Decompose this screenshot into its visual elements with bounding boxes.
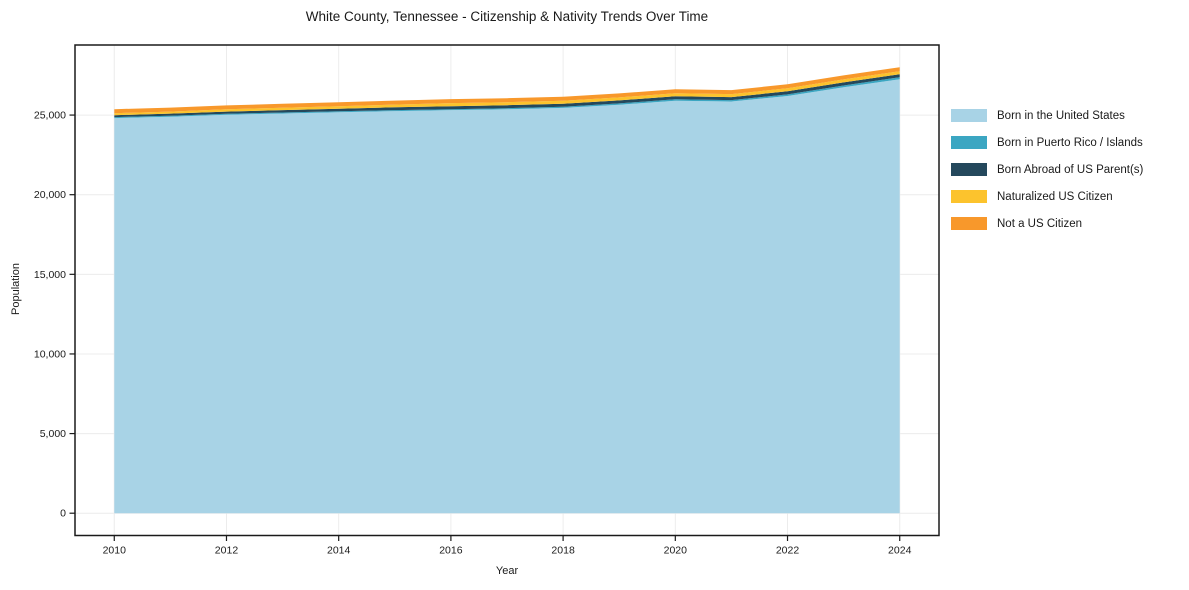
legend-label: Not a US Citizen [997, 217, 1083, 230]
area-series-2 [114, 74, 900, 118]
x-tick-label: 2020 [664, 545, 688, 557]
legend-swatch [951, 163, 987, 176]
y-tick-label: 0 [60, 508, 66, 520]
legend: Born in the United States Born in Puerto … [951, 102, 1143, 237]
legend-label: Born Abroad of US Parent(s) [997, 163, 1144, 176]
legend-item-3: Naturalized US Citizen [951, 183, 1143, 210]
legend-item-4: Not a US Citizen [951, 210, 1143, 237]
chart-title: White County, Tennessee - Citizenship & … [305, 9, 709, 24]
area-series-0 [114, 79, 900, 514]
x-tick-label: 2012 [215, 545, 239, 557]
x-tick-label: 2014 [327, 545, 351, 557]
x-axis-label: Year [495, 565, 519, 577]
y-tick-label: 25,000 [34, 110, 66, 122]
legend-label: Naturalized US Citizen [997, 190, 1113, 203]
legend-swatch [951, 217, 987, 230]
y-tick-label: 15,000 [34, 269, 66, 281]
x-tick-label: 2016 [439, 545, 463, 557]
x-tick-label: 2024 [888, 545, 912, 557]
legend-swatch [951, 136, 987, 149]
legend-swatch [951, 109, 987, 122]
area-series-4 [114, 67, 900, 114]
x-tick-label: 2022 [776, 545, 800, 557]
y-tick-label: 5,000 [40, 428, 66, 440]
x-tick-label: 2010 [103, 545, 127, 557]
legend-item-2: Born Abroad of US Parent(s) [951, 156, 1143, 183]
legend-label: Born in the United States [997, 109, 1125, 122]
legend-item-0: Born in the United States [951, 102, 1143, 129]
area-series-3 [114, 71, 900, 116]
y-axis-label: Population [10, 263, 22, 315]
legend-label: Born in Puerto Rico / Islands [997, 136, 1143, 149]
y-tick-label: 20,000 [34, 189, 66, 201]
y-tick-label: 10,000 [34, 348, 66, 360]
plot-border [74, 44, 940, 537]
x-tick-label: 2018 [551, 545, 575, 557]
legend-swatch [951, 190, 987, 203]
legend-item-1: Born in Puerto Rico / Islands [951, 129, 1143, 156]
